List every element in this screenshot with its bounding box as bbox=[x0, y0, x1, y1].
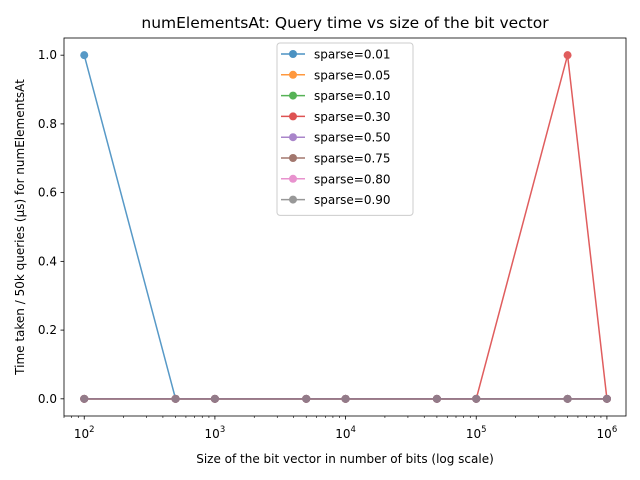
y-tick-label: 0.6 bbox=[38, 186, 57, 200]
legend-label: sparse=0.90 bbox=[314, 193, 391, 207]
legend-label: sparse=0.10 bbox=[314, 89, 391, 103]
legend-label: sparse=0.05 bbox=[314, 68, 391, 82]
legend-label: sparse=0.30 bbox=[314, 110, 391, 124]
legend-box bbox=[276, 42, 414, 216]
y-axis: 0.0 0.2 0.4 0.6 0.8 1.0 bbox=[38, 48, 64, 406]
legend-marker bbox=[289, 154, 297, 162]
legend-label: sparse=0.50 bbox=[314, 131, 391, 145]
legend-item bbox=[281, 112, 305, 121]
legend-item bbox=[281, 70, 305, 79]
legend-marker bbox=[289, 70, 297, 79]
legend-item bbox=[281, 91, 305, 100]
data-point bbox=[432, 394, 441, 403]
x-axis: 102 103 104 105 106 bbox=[63, 416, 618, 441]
y-axis-title: Time taken / 50k queries (µs) for numEle… bbox=[13, 79, 27, 376]
legend-marker bbox=[289, 112, 297, 121]
data-point bbox=[302, 394, 311, 403]
legend-label: sparse=0.01 bbox=[314, 48, 391, 62]
chart-title: numElementsAt: Query time vs size of the… bbox=[141, 14, 549, 32]
x-tick-label: 103 bbox=[205, 425, 226, 441]
plot-area bbox=[80, 51, 611, 403]
x-tick-label: 104 bbox=[335, 425, 356, 441]
plot-frame bbox=[63, 37, 627, 417]
data-point bbox=[602, 394, 611, 403]
legend-label: sparse=0.80 bbox=[314, 172, 391, 186]
legend-item bbox=[281, 195, 305, 204]
y-tick-label: 0.0 bbox=[38, 392, 57, 406]
data-point bbox=[472, 394, 481, 403]
legend-marker bbox=[289, 195, 297, 204]
legend-marker bbox=[289, 91, 297, 100]
legend-item bbox=[281, 174, 305, 183]
data-point bbox=[341, 394, 350, 403]
y-tick-label: 1.0 bbox=[38, 48, 57, 62]
y-tick-label: 0.8 bbox=[38, 117, 57, 131]
legend-label: sparse=0.75 bbox=[314, 152, 391, 166]
legend: sparse=0.01 sparse=0.05 sparse=0.10 sparse=… bbox=[276, 42, 414, 216]
legend-item bbox=[281, 133, 305, 142]
legend-marker bbox=[289, 50, 297, 58]
data-point bbox=[80, 394, 89, 403]
series-7 bbox=[80, 394, 611, 403]
legend-marker bbox=[289, 174, 297, 183]
legend-item bbox=[281, 154, 305, 162]
data-point bbox=[171, 394, 180, 403]
x-tick-label: 106 bbox=[597, 425, 618, 441]
x-axis-title: Size of the bit vector in number of bits… bbox=[196, 452, 494, 466]
x-tick-label: 105 bbox=[466, 425, 487, 441]
x-tick-label: 102 bbox=[74, 425, 95, 441]
y-tick-label: 0.4 bbox=[38, 254, 57, 268]
legend-item bbox=[281, 50, 305, 58]
data-point bbox=[80, 51, 89, 60]
legend-marker bbox=[289, 133, 297, 142]
y-tick-label: 0.2 bbox=[38, 323, 57, 337]
data-point bbox=[210, 394, 219, 403]
data-point bbox=[563, 394, 572, 403]
data-point bbox=[563, 51, 572, 60]
